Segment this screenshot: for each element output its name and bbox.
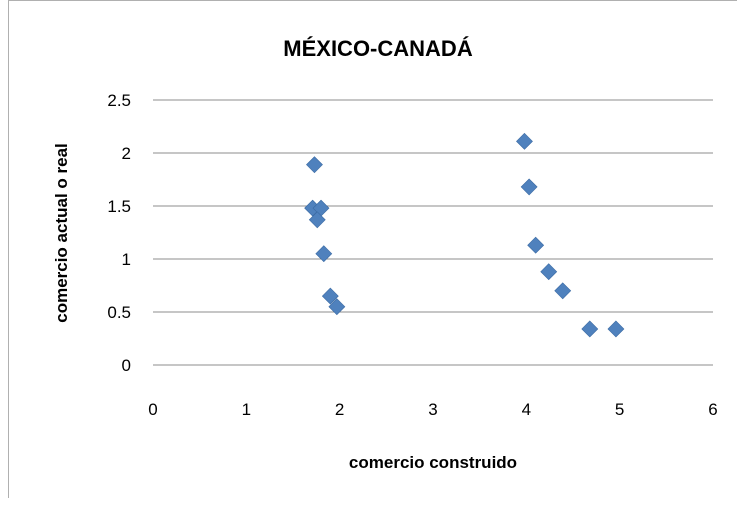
x-tick-label: 4 (522, 400, 531, 419)
y-tick-label: 2 (122, 144, 131, 163)
y-tick-label: 0 (122, 356, 131, 375)
gridlines (153, 99, 713, 313)
data-point (540, 263, 558, 281)
data-point (306, 156, 323, 174)
y-tick-label: 2.5 (107, 91, 131, 110)
data-point (581, 320, 599, 338)
tick-labels: 0 0.5 1 1.5 2 2.5 0 1 2 3 4 5 6 (107, 91, 717, 419)
data-point (607, 320, 625, 338)
chart-area (8, 0, 737, 498)
x-tick-label: 0 (148, 400, 157, 419)
chart-title: MÉXICO-CANADÁ (283, 36, 473, 61)
x-tick-label: 3 (428, 400, 437, 419)
data-point (328, 298, 346, 316)
data-point (315, 245, 333, 263)
y-axis-label: comercio actual o real (52, 143, 71, 323)
x-tick-label: 2 (335, 400, 344, 419)
x-tick-label: 6 (708, 400, 717, 419)
y-tick-label: 0.5 (107, 303, 131, 322)
data-point (516, 132, 533, 150)
data-point (520, 178, 538, 196)
data-points (304, 132, 625, 338)
x-axis-label: comercio construido (349, 453, 517, 472)
y-tick-label: 1.5 (107, 197, 131, 216)
data-point (527, 236, 545, 254)
data-point (308, 211, 326, 229)
data-point (321, 287, 339, 305)
data-point (554, 282, 572, 300)
x-tick-label: 1 (242, 400, 251, 419)
x-tick-label: 5 (615, 400, 624, 419)
y-tick-label: 1 (122, 250, 131, 269)
